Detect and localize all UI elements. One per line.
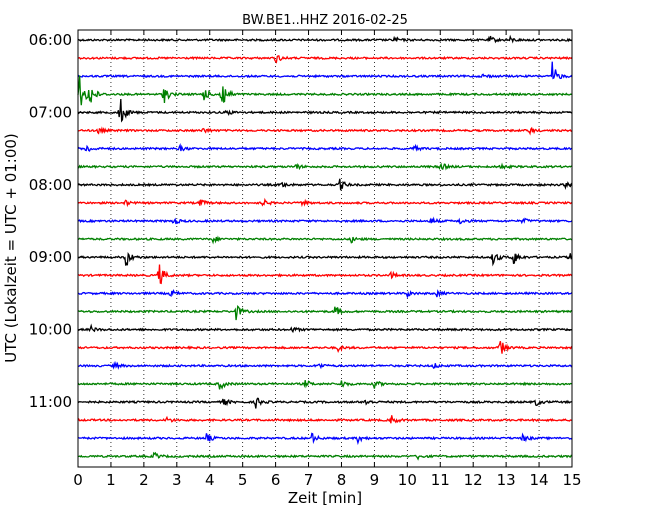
seismic-trace — [77, 432, 573, 446]
x-tick-label: 6 — [271, 471, 281, 489]
x-tick-label: 4 — [205, 471, 215, 489]
seismic-trace — [77, 34, 573, 44]
seismic-trace — [77, 251, 573, 267]
x-tick-label: 2 — [139, 471, 149, 489]
y-tick-label: 08:00 — [29, 176, 72, 194]
x-tick-label: 15 — [562, 471, 581, 489]
x-tick-label: 11 — [431, 471, 450, 489]
x-axis-ticks: 0 1 2 3 4 5 6 7 8 9 10 11 12 13 14 15 — [73, 30, 582, 489]
seismic-trace — [77, 415, 573, 424]
seismic-trace — [77, 264, 573, 285]
seismic-trace — [77, 305, 573, 321]
x-tick-label: 1 — [106, 471, 116, 489]
seismic-trace — [77, 380, 573, 390]
seismic-trace — [77, 61, 573, 80]
seismic-trace — [77, 178, 573, 191]
vertical-grid — [110, 30, 540, 467]
seismic-trace — [77, 235, 573, 245]
seismic-trace — [77, 323, 573, 334]
chart-title: BW.BE1..HHZ 2016-02-25 — [242, 13, 408, 28]
seismic-trace — [77, 451, 573, 461]
plot-frame — [77, 29, 573, 468]
seismic-trace — [77, 197, 573, 208]
y-axis-ticks: 06:00 07:00 08:00 09:00 10:00 11:00 — [29, 31, 572, 411]
x-tick-label: 7 — [304, 471, 314, 489]
seismic-trace — [77, 75, 573, 106]
x-tick-label: 10 — [398, 471, 417, 489]
x-tick-label: 0 — [73, 471, 83, 489]
x-tick-label: 12 — [464, 471, 483, 489]
y-tick-label: 11:00 — [29, 393, 72, 411]
y-tick-label: 06:00 — [29, 31, 72, 49]
seismic-trace — [77, 216, 573, 225]
seismic-trace — [77, 126, 573, 136]
y-tick-label: 09:00 — [29, 248, 72, 266]
x-tick-label: 5 — [238, 471, 248, 489]
x-axis-label: Zeit [min] — [288, 489, 362, 507]
y-tick-label: 10:00 — [29, 321, 72, 339]
x-tick-label: 13 — [497, 471, 516, 489]
x-tick-label: 3 — [172, 471, 182, 489]
seismic-trace — [77, 397, 573, 409]
x-tick-label: 9 — [370, 471, 380, 489]
x-tick-label: 8 — [337, 471, 347, 489]
y-tick-label: 07:00 — [29, 103, 72, 121]
x-tick-label: 14 — [530, 471, 549, 489]
seismic-trace — [77, 341, 573, 354]
seismic-trace — [77, 289, 573, 299]
seismic-trace — [77, 55, 573, 64]
y-axis-label: UTC (Lokalzeit = UTC + 01:00) — [2, 133, 20, 363]
seismic-trace — [77, 361, 573, 370]
seismic-trace — [77, 162, 573, 171]
seismic-trace — [77, 98, 573, 123]
seismic-trace — [77, 143, 573, 152]
trace-lines — [77, 34, 573, 461]
